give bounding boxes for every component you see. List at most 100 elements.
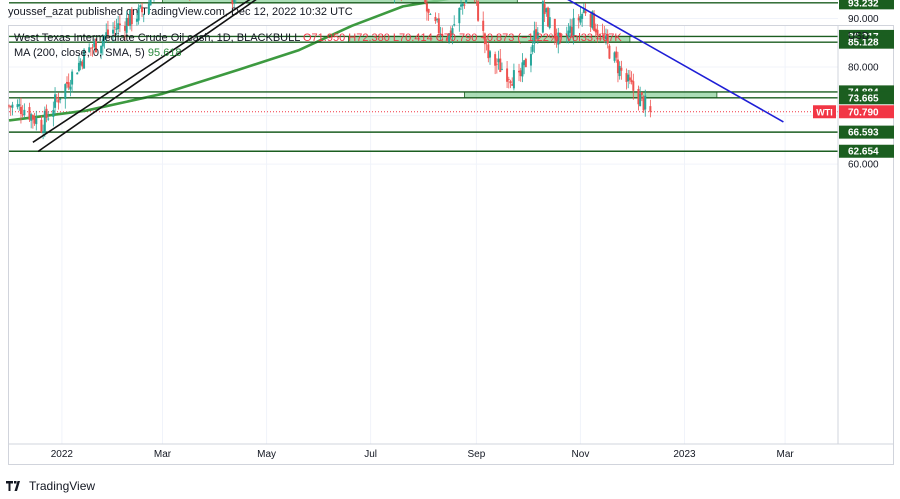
candle-body [485,42,488,44]
candle-body [548,17,551,28]
symbol-title: West Texas Intermediate Crude Oil cash, … [14,32,300,44]
candle-body [642,96,645,111]
candle-body [65,81,68,84]
candle-body [570,26,573,36]
candle-body [630,79,633,83]
candle-body [429,14,432,15]
candle-body [577,17,580,21]
time-tick-label: Mar [777,449,795,460]
candle-body [9,106,12,108]
candle-body [518,70,521,73]
candle-body [105,32,108,37]
candle-body [509,81,512,84]
candle-body [77,62,80,71]
level-layer [9,2,838,152]
candle-body [45,108,48,118]
candle-body [436,19,439,20]
candle-body [560,34,563,36]
time-tick-label: Sep [467,449,485,460]
candle-body [572,17,575,38]
ma-value: 95.618 [147,47,182,59]
candle-body [76,72,79,75]
candle-body [71,71,74,85]
ohlc-low: L70.414 [392,32,433,44]
axis-layer: 60.00080.00090.000110.000130.0002022MarM… [9,14,894,460]
candle-body [112,29,115,34]
chart-legend: West Texas Intermediate Crude Oil cash, … [14,31,622,61]
candle-body [449,30,452,37]
ma-label: MA (200, close, 0, SMA, 5) [14,47,145,59]
candle-body [21,114,24,116]
candle-body [40,119,43,133]
candle-body [425,3,428,12]
candle-body [453,24,456,26]
candle-body [596,29,599,36]
candle-body [581,14,584,19]
level-price-label: 93.232 [848,0,879,9]
ohlc-change: −0.873 (−1.22%) [480,32,563,44]
candle-body [88,47,91,53]
candle-body [35,118,38,125]
candle-body [81,61,84,67]
candle-body [118,23,121,26]
candle-body [23,109,26,116]
candle-body [8,105,10,107]
candle-body [637,89,640,105]
candle-body [506,68,509,82]
candle-body [451,28,454,35]
candle-body [135,18,138,22]
candle-body [94,38,97,53]
candle-body [59,98,62,100]
candle-body [482,20,485,31]
candle-body [117,23,120,30]
candle-body [64,84,67,100]
candle-body [569,26,572,33]
ohlc-close: C70.790 [435,32,478,44]
currency-label: USD [848,31,870,42]
candle-body [89,47,92,49]
footer-brand: TradingView [29,479,96,493]
candle-body [495,63,498,65]
time-tick-label: Mar [154,449,172,460]
candle-body [137,7,140,21]
level-price-label-bg [839,35,894,49]
candle-body [579,16,582,23]
label-layer: 123.101121.064102.177100.75094.88093.232… [813,0,894,158]
candle-body [57,99,60,103]
candle-body [231,0,234,5]
candle-body [446,37,449,40]
chart-frame [8,25,894,465]
candle-body [115,28,118,30]
candle-body [434,16,437,22]
candle-body [582,9,585,13]
candle-body [43,110,46,133]
candle-body [16,104,19,108]
candle-body [494,54,497,66]
price-tick-label: 90.000 [848,14,879,25]
ohlc-high: H72.380 [348,32,390,44]
candle-body [33,117,36,124]
candle-body [463,4,466,6]
candle-body [500,68,503,70]
candle-body [93,41,96,47]
time-tick-label: 2023 [673,449,696,460]
candle-body [233,0,236,3]
candle-body [149,0,152,6]
candle-body [130,9,133,25]
candle-body [584,11,587,14]
candle-body [139,5,142,8]
price-tick-label: 60.000 [848,160,879,171]
candle-body [628,77,631,81]
candle-body [448,33,451,42]
candle-body [533,30,536,44]
candle-body [594,28,597,33]
last-price-label: 70.790 [848,107,879,118]
candle-body [511,84,514,86]
footer: TradingView [6,479,95,493]
candle-layer [8,0,652,140]
candle-body [129,10,132,26]
candle-body [79,60,82,66]
candle-body [101,39,104,47]
candle-body [441,34,444,37]
